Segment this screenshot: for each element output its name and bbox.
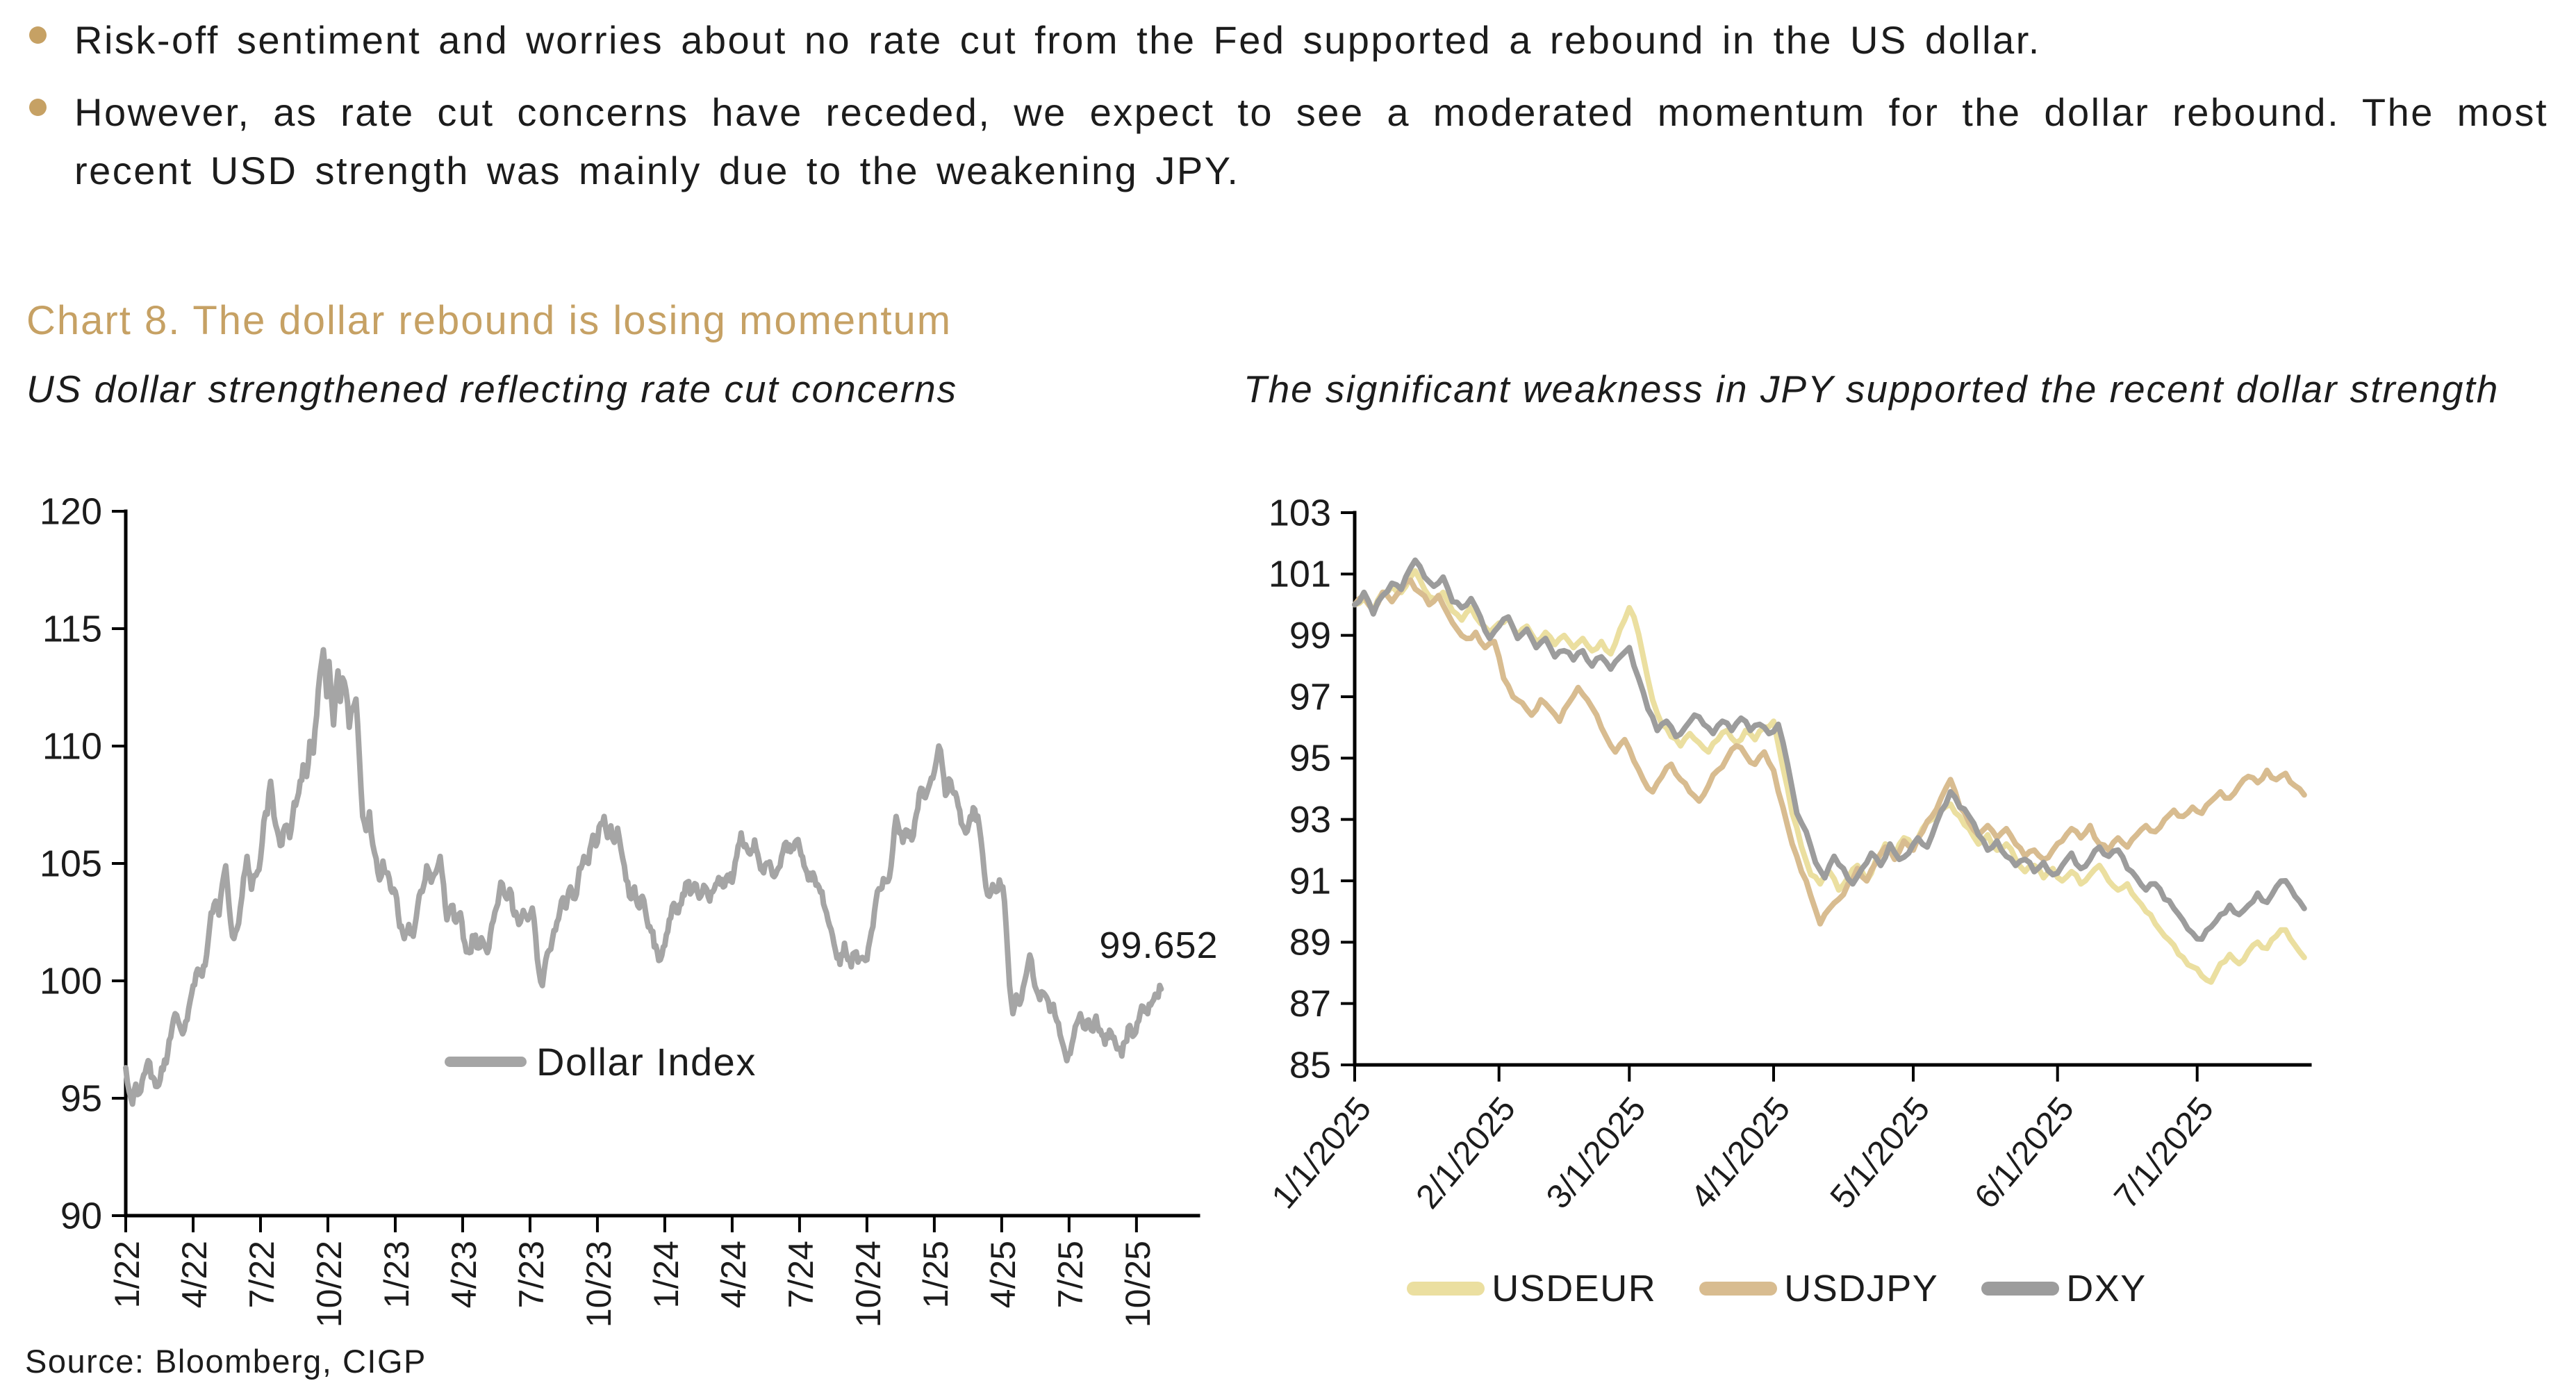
series-DXY xyxy=(1352,557,2307,942)
usdeur-legend-swatch-icon xyxy=(1407,1282,1485,1296)
legend-item-dollar-index: Dollar Index xyxy=(445,1039,757,1084)
x-tick-label: 3/1/2025 xyxy=(1539,1090,1653,1216)
left-chart-subtitle: US dollar strengthened reflecting rate c… xyxy=(26,367,958,411)
legend-item-dxy: DXY xyxy=(1981,1267,2147,1310)
x-tick-label: 7/24 xyxy=(782,1241,820,1308)
series-USDEUR xyxy=(1352,568,2307,985)
x-tick-label: 1/22 xyxy=(108,1241,147,1308)
x-tick-label: 4/22 xyxy=(175,1241,214,1308)
tick-marks xyxy=(1341,511,2199,1082)
x-tick-label: 6/1/2025 xyxy=(1967,1090,2081,1216)
right-chart-subtitle: The significant weakness in JPY supporte… xyxy=(1244,367,2500,411)
y-tick-label: 103 xyxy=(1269,492,1331,533)
last-value-label: 99.652 xyxy=(1099,925,1219,966)
x-tick-label: 10/24 xyxy=(849,1241,888,1327)
tick-marks xyxy=(112,510,1138,1232)
y-tick-label: 105 xyxy=(40,843,102,884)
x-tick-label: 10/22 xyxy=(310,1241,349,1327)
x-tick-label: 1/25 xyxy=(916,1241,955,1308)
legend-label: DXY xyxy=(2066,1268,2147,1309)
y-tick-label: 99 xyxy=(1289,615,1331,656)
chart-section-title: Chart 8. The dollar rebound is losing mo… xyxy=(26,298,952,343)
y-tick-label: 120 xyxy=(40,490,102,532)
fx-indexed-chart: 85 87 89 91 93 95 97 99 101 103 1/1/2025 2/1/2025 3/… xyxy=(1264,492,2312,1216)
x-tick-label: 7/25 xyxy=(1051,1241,1090,1308)
x-tick-label: 10/25 xyxy=(1118,1241,1157,1327)
x-tick-label: 2/1/2025 xyxy=(1409,1090,1523,1216)
dollar-index-chart: 90 95 100 105 110 115 120 1/22 4/22 7/22 10/22 1/23… xyxy=(40,490,1200,1327)
x-tick-labels: 1/1/2025 2/1/2025 3/1/2025 4/1/2025 5/1/2025… xyxy=(1264,1090,2221,1216)
bullet-dot-icon xyxy=(29,99,47,116)
left-chart-legend: Dollar Index xyxy=(445,1039,757,1084)
y-tick-label: 101 xyxy=(1269,554,1331,595)
right-chart-legend: USDEUR USDJPY DXY xyxy=(1355,1267,2199,1310)
y-tick-label: 89 xyxy=(1289,922,1331,963)
bullet-point-1: Risk-off sentiment and worries about no … xyxy=(29,11,2544,69)
x-tick-label: 7/23 xyxy=(512,1241,551,1308)
dxy-legend-swatch-icon xyxy=(1981,1282,2060,1296)
axes xyxy=(1353,511,2312,1067)
x-tick-label: 4/1/2025 xyxy=(1683,1090,1797,1216)
legend-item-usdeur: USDEUR xyxy=(1407,1267,1656,1310)
y-tick-label: 95 xyxy=(60,1077,102,1119)
y-tick-labels: 85 87 89 91 93 95 97 99 101 103 xyxy=(1269,492,1331,1086)
bullet-dot-icon xyxy=(29,26,47,44)
series-USDJPY xyxy=(1352,577,2307,927)
bullet-text: Risk-off sentiment and worries about no … xyxy=(74,18,2041,62)
axes xyxy=(124,509,1200,1218)
x-tick-label: 5/1/2025 xyxy=(1823,1090,1937,1216)
x-tick-labels: 1/22 4/22 7/22 10/22 1/23 4/23 7/23 10/23 1/24 4/… xyxy=(108,1241,1157,1327)
y-tick-label: 100 xyxy=(40,960,102,1002)
usdjpy-legend-swatch-icon xyxy=(1699,1282,1778,1296)
y-tick-label: 85 xyxy=(1289,1044,1331,1086)
legend-label: USDEUR xyxy=(1492,1268,1657,1309)
x-tick-label: 10/23 xyxy=(579,1241,618,1327)
y-tick-label: 110 xyxy=(42,725,102,767)
x-tick-label: 7/1/2025 xyxy=(2107,1090,2221,1216)
y-tick-label: 91 xyxy=(1289,860,1331,902)
y-tick-label: 93 xyxy=(1289,799,1331,841)
x-tick-label: 1/24 xyxy=(647,1241,686,1308)
y-tick-labels: 90 95 100 105 110 115 120 xyxy=(40,490,102,1236)
y-tick-label: 90 xyxy=(60,1195,102,1236)
dollar-index-legend-swatch-icon xyxy=(445,1057,527,1067)
y-tick-label: 95 xyxy=(1289,738,1331,779)
bullet-text: However, as rate cut concerns have reced… xyxy=(74,90,2548,192)
legend-label: Dollar Index xyxy=(536,1040,757,1084)
series-Dollar Index xyxy=(123,647,1164,1107)
x-tick-label: 7/22 xyxy=(242,1241,281,1308)
y-tick-label: 115 xyxy=(42,608,102,650)
y-tick-label: 87 xyxy=(1289,983,1331,1025)
x-tick-label: 4/23 xyxy=(445,1241,484,1308)
legend-label: USDJPY xyxy=(1784,1268,1939,1309)
source-note: Source: Bloomberg, CIGP xyxy=(25,1343,427,1380)
x-tick-label: 1/1/2025 xyxy=(1264,1090,1378,1216)
x-tick-label: 4/25 xyxy=(984,1241,1023,1308)
legend-item-usdjpy: USDJPY xyxy=(1699,1267,1938,1310)
x-tick-label: 1/23 xyxy=(377,1241,416,1308)
x-tick-label: 4/24 xyxy=(714,1241,753,1308)
y-tick-label: 97 xyxy=(1289,676,1331,718)
bullet-point-2: However, as rate cut concerns have reced… xyxy=(29,83,2548,200)
